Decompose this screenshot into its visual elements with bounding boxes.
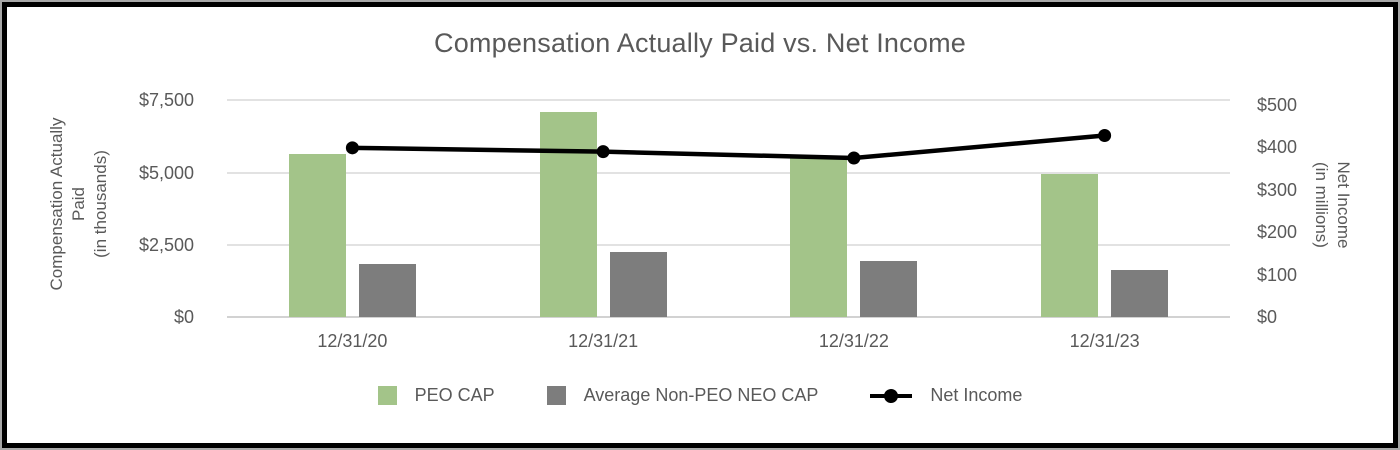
legend-line-marker-icon bbox=[870, 386, 913, 405]
left-axis-tick-label: $2,500 bbox=[138, 234, 194, 255]
net-income-point bbox=[1098, 129, 1112, 143]
non-peo-neo-cap-bar bbox=[860, 260, 918, 317]
net-income-point bbox=[345, 141, 359, 155]
gridline bbox=[227, 171, 1230, 174]
legend-item-net-income: Net Income bbox=[870, 385, 1022, 406]
x-axis-label: 12/31/23 bbox=[1069, 331, 1140, 351]
peo-cap-bar bbox=[790, 158, 848, 317]
legend: PEO CAP Average Non-PEO NEO CAP Net Income bbox=[2, 385, 1398, 406]
left-axis-title-line: (in thousands) bbox=[91, 150, 110, 258]
legend-swatch-icon bbox=[377, 386, 397, 405]
left-axis-title-line: Compensation Actually bbox=[47, 117, 66, 291]
legend-label: Average Non-PEO NEO CAP bbox=[583, 385, 819, 405]
x-axis-label: 12/31/20 bbox=[317, 331, 388, 351]
gridline bbox=[227, 316, 1230, 318]
left-axis-tick-label: $5,000 bbox=[138, 162, 194, 183]
legend-swatch-icon bbox=[546, 386, 566, 405]
x-axis-label: 12/31/22 bbox=[818, 331, 889, 351]
net-income-line bbox=[352, 133, 1105, 161]
non-peo-neo-cap-bar bbox=[1111, 270, 1169, 317]
peo-cap-bar bbox=[539, 111, 597, 317]
legend-label: PEO CAP bbox=[414, 385, 495, 405]
legend-item-average-non-peo-neo-cap: Average Non-PEO NEO CAP bbox=[546, 385, 819, 406]
x-axis-label: 12/31/21 bbox=[568, 331, 639, 351]
net-income-point bbox=[847, 151, 861, 165]
peo-cap-bar bbox=[1041, 173, 1099, 317]
gridline bbox=[227, 243, 1230, 246]
left-axis-tick-label: $0 bbox=[173, 307, 194, 327]
legend-dot-icon bbox=[884, 389, 899, 403]
non-peo-neo-cap-bar bbox=[358, 263, 416, 317]
left-axis-title-line: Paid bbox=[69, 186, 88, 222]
right-axis-tick-label: $400 bbox=[1257, 137, 1298, 158]
legend-label: Net Income bbox=[930, 385, 1023, 405]
right-axis-tick-label: $300 bbox=[1257, 179, 1298, 200]
right-axis-tick-label: $0 bbox=[1257, 307, 1278, 327]
right-axis-tick-label: $100 bbox=[1257, 264, 1298, 285]
non-peo-neo-cap-bar bbox=[609, 251, 667, 317]
right-axis-tick-label: $200 bbox=[1257, 222, 1298, 243]
left-axis-title: Compensation Actually Paid (in thousands… bbox=[46, 104, 112, 304]
chart-title: Compensation Actually Paid vs. Net Incom… bbox=[434, 28, 966, 58]
right-axis-tick-label: $500 bbox=[1257, 95, 1298, 115]
legend-item-peo-cap: PEO CAP bbox=[377, 385, 495, 406]
peo-cap-bar bbox=[288, 153, 346, 317]
gridline bbox=[227, 99, 1230, 102]
left-axis-tick-label: $7,500 bbox=[138, 90, 194, 111]
net-income-point bbox=[596, 145, 610, 159]
